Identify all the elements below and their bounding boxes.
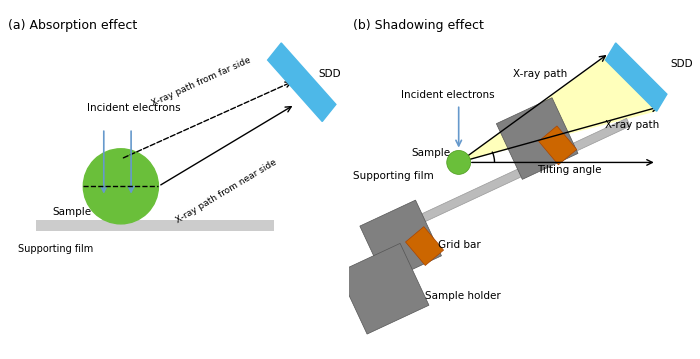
- Text: Sample: Sample: [411, 148, 450, 158]
- Polygon shape: [338, 243, 429, 334]
- Polygon shape: [267, 43, 336, 121]
- Text: Incident electrons: Incident electrons: [87, 103, 181, 113]
- Circle shape: [83, 149, 158, 224]
- Text: (a) Absorption effect: (a) Absorption effect: [8, 19, 137, 32]
- FancyBboxPatch shape: [36, 220, 274, 231]
- Text: (b) Shadowing effect: (b) Shadowing effect: [353, 19, 484, 32]
- Text: SDD: SDD: [318, 69, 342, 79]
- Text: Incident electrons: Incident electrons: [400, 90, 494, 99]
- Text: X-ray path from far side: X-ray path from far side: [150, 55, 252, 108]
- Text: X-ray path from near side: X-ray path from near side: [175, 157, 279, 225]
- Polygon shape: [360, 200, 442, 282]
- Polygon shape: [538, 126, 577, 165]
- Circle shape: [447, 150, 470, 174]
- Text: Supporting film: Supporting film: [18, 244, 94, 254]
- Text: Sample: Sample: [52, 207, 92, 217]
- Text: Tilting angle: Tilting angle: [537, 165, 602, 175]
- Polygon shape: [496, 98, 578, 180]
- Text: X-ray path: X-ray path: [606, 120, 659, 130]
- Text: X-ray path: X-ray path: [513, 69, 568, 79]
- Text: SDD: SDD: [671, 59, 693, 69]
- Text: Supporting film: Supporting film: [353, 172, 433, 182]
- Text: Grid bar: Grid bar: [438, 240, 481, 250]
- Polygon shape: [458, 57, 667, 162]
- Text: Sample holder: Sample holder: [425, 291, 500, 301]
- Polygon shape: [405, 227, 444, 266]
- Polygon shape: [606, 43, 667, 111]
- Polygon shape: [410, 118, 630, 227]
